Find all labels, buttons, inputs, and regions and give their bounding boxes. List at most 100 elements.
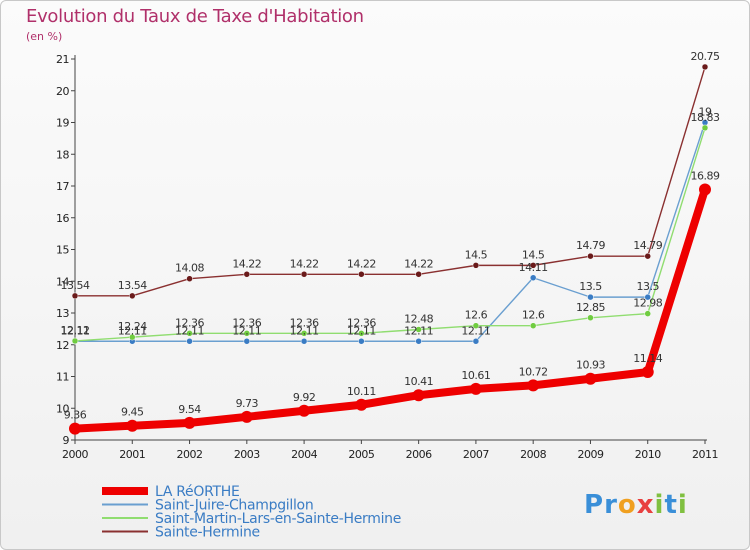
y-tick-label: 13: [56, 307, 69, 320]
data-label: 14.11: [519, 261, 548, 274]
logo-letter: r: [604, 490, 618, 520]
logo-letter: P: [584, 490, 605, 520]
data-label: 12.48: [404, 313, 433, 326]
data-label: 12.36: [232, 316, 261, 329]
data-point: [472, 262, 480, 269]
data-point: [644, 293, 651, 301]
data-point: [358, 338, 365, 345]
data-label: 11.14: [633, 352, 662, 365]
data-point: [243, 338, 251, 345]
x-tick-label: 2003: [234, 448, 260, 461]
data-point: [69, 422, 81, 435]
data-label: 12.11: [232, 324, 261, 337]
data-point: [126, 419, 139, 432]
data-point: [129, 292, 136, 300]
data-point: [529, 262, 537, 269]
data-labels: 9.36 9.45 9.54 9.73 9.92 10.11 10.41 10.61 10.72…: [61, 50, 721, 422]
data-label: 14.79: [576, 239, 605, 252]
series-line: [71, 185, 709, 433]
data-point: [358, 271, 365, 278]
data-point: [186, 275, 193, 282]
y-tick-label: 15: [56, 244, 69, 257]
x-tick-label: 2010: [635, 448, 661, 461]
y-tick-label: 10: [56, 402, 69, 415]
data-point: [71, 292, 79, 300]
logo-letter: i: [677, 490, 688, 520]
data-label: 9.92: [293, 391, 316, 404]
legend-label: Sainte-Hermine: [155, 525, 260, 541]
data-label: 12.11: [175, 324, 204, 337]
data-label: 13.5: [636, 280, 659, 293]
data-label: 12.85: [576, 301, 605, 314]
data-point: [641, 366, 654, 379]
data-label: 18.83: [691, 111, 720, 124]
data-point: [129, 333, 136, 341]
data-label: 14.5: [465, 248, 488, 261]
data-point: [472, 338, 480, 345]
data-label: 10.11: [347, 385, 376, 398]
x-tick-label: 2000: [62, 448, 88, 461]
x-tick-label: 2004: [291, 448, 317, 461]
data-point: [71, 337, 79, 345]
series-line: [74, 66, 706, 297]
data-label: 12.6: [465, 309, 488, 322]
x-tick-label: 2006: [406, 448, 432, 461]
data-point: [701, 63, 709, 71]
data-point: [415, 338, 422, 345]
y-tick-label: 19: [56, 117, 69, 130]
y-tick-label: 12: [56, 339, 69, 352]
data-point: [587, 293, 594, 301]
data-point: [529, 274, 537, 282]
data-point: [415, 326, 422, 333]
data-point: [243, 271, 251, 278]
y-tick-label: 11: [56, 371, 69, 384]
data-label: 10.72: [519, 365, 548, 378]
data-label: 10.61: [461, 369, 490, 382]
data-point: [701, 124, 709, 132]
data-point: [587, 314, 594, 322]
data-label: 10.93: [576, 359, 605, 372]
y-tick-label: 9: [63, 434, 70, 447]
x-tick-label: 2002: [177, 448, 203, 461]
data-point: [243, 330, 251, 337]
x-tick-label: 2007: [463, 448, 489, 461]
series-line: [74, 121, 706, 342]
y-tick-label: 17: [56, 180, 69, 193]
y-tick-label: 20: [56, 85, 69, 98]
data-label: 9.54: [178, 403, 201, 416]
data-label: 12.6: [522, 309, 545, 322]
series-lines: [69, 63, 711, 435]
data-label: 12.11: [347, 324, 376, 337]
data-label: 12.11: [461, 324, 490, 337]
data-label: 12.36: [347, 316, 376, 329]
data-label: 12.36: [290, 316, 319, 329]
data-point: [355, 398, 368, 411]
data-label: 9.36: [64, 409, 87, 422]
data-point: [472, 322, 480, 329]
x-tick-label: 2005: [348, 448, 374, 461]
data-label: 14.22: [290, 257, 319, 270]
data-point: [584, 372, 597, 385]
data-label: 14.79: [633, 239, 662, 252]
y-tick-label: 18: [56, 148, 69, 161]
data-label: 12.11: [290, 324, 319, 337]
data-label: 16.89: [691, 169, 720, 182]
data-point: [240, 410, 253, 423]
data-label: 13.5: [579, 280, 602, 293]
data-point: [186, 330, 193, 337]
x-tick-label: 2009: [577, 448, 603, 461]
data-label: 13.54: [61, 279, 90, 292]
data-point: [298, 404, 311, 417]
axes: 9 10 11 12 13 14 15 16 17 18 19 20 21 2000 2001 2002 200…: [56, 53, 719, 461]
data-label: 20.75: [691, 50, 720, 63]
data-point: [527, 379, 540, 392]
data-point: [699, 183, 711, 196]
data-label: 9.45: [121, 406, 144, 419]
y-tick-label: 14: [56, 275, 69, 288]
logo-letter: i: [654, 490, 665, 520]
data-label: 14.22: [347, 257, 376, 270]
data-label: 9.73: [236, 397, 259, 410]
data-label: 14.5: [522, 248, 545, 261]
data-point: [412, 389, 425, 402]
